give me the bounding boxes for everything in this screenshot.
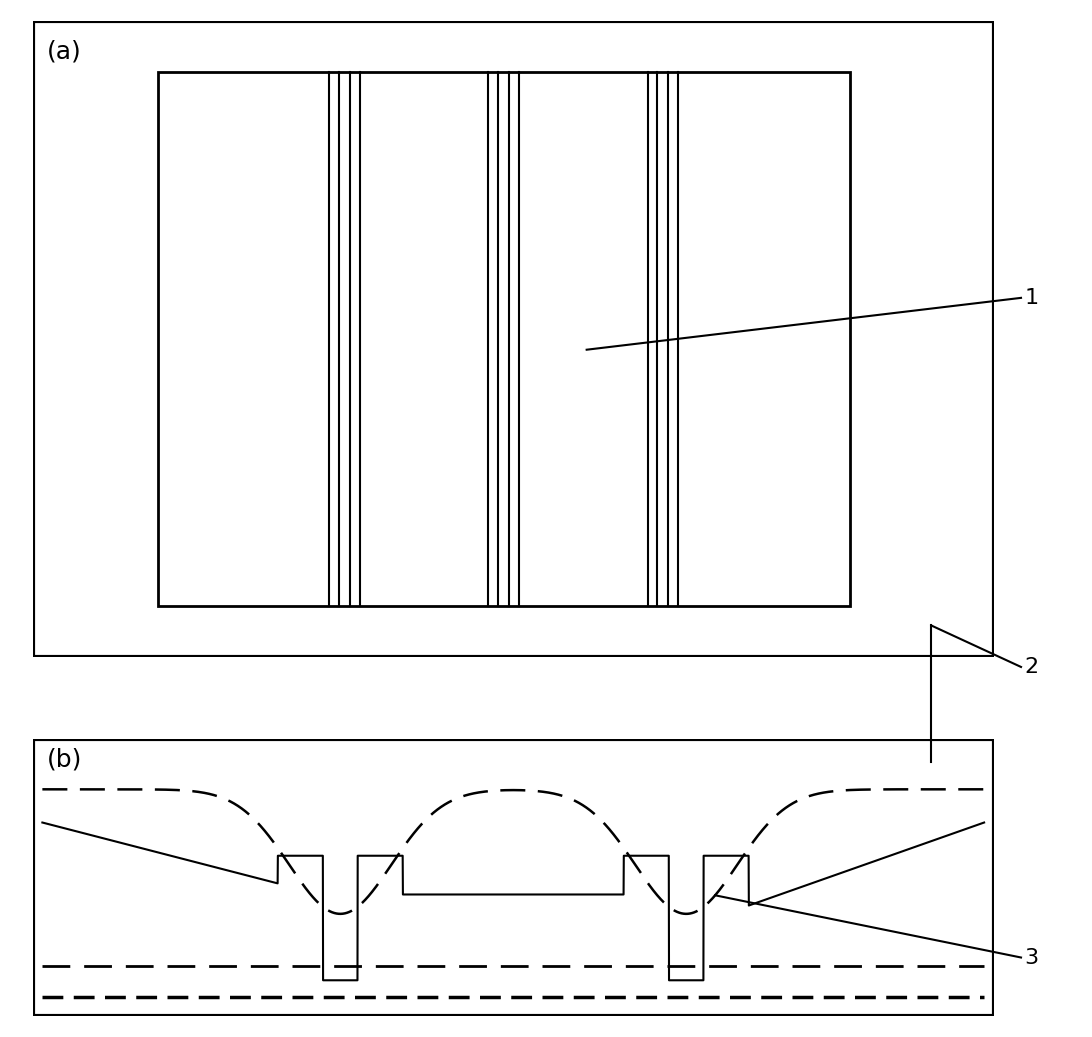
Bar (157, 72, 850, 607)
Text: (a): (a) (47, 39, 82, 64)
Text: (b): (b) (47, 748, 83, 772)
Text: 1: 1 (1024, 288, 1038, 308)
Text: 2: 2 (1024, 657, 1038, 677)
Text: 3: 3 (1024, 948, 1038, 968)
